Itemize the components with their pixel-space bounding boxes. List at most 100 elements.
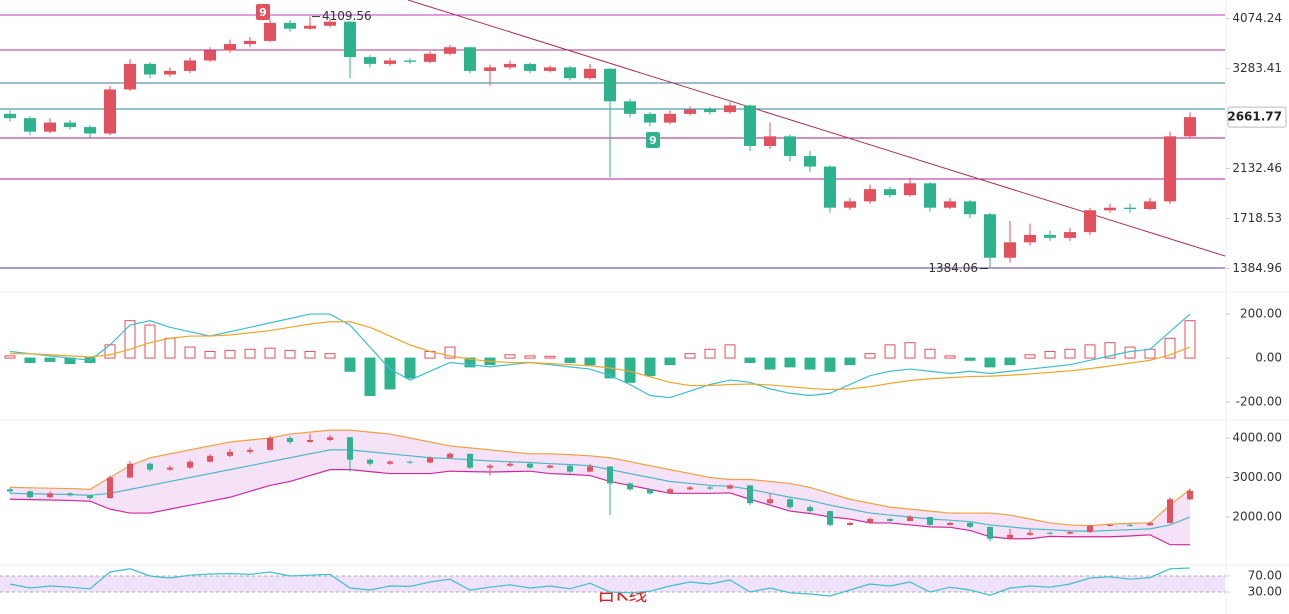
macd-bar [1164,337,1176,359]
candle-body [1064,232,1076,238]
candle-body [67,493,73,496]
candle-body [407,461,413,463]
marker: 9 [259,6,267,19]
candle-body [607,466,613,484]
candle-body [1044,234,1056,238]
macd-bar [944,355,956,359]
candle-body [644,113,656,123]
macd-bar [724,344,736,359]
dea-line [10,321,1191,391]
macd-bar [1004,357,1016,366]
candle-body [104,89,116,134]
macd-bar [904,342,916,359]
candle-body [844,201,856,208]
candle-body [507,463,513,466]
y-tick-label: 0.00 [1255,351,1282,365]
candle-body [667,489,673,494]
macd-bar [244,348,256,359]
macd-bar [824,357,836,372]
macd-bar [444,346,456,359]
candle-body [927,517,933,525]
candle-body [4,113,16,119]
candle-body [764,136,776,146]
boll-middle [9,449,1191,532]
macd-bar [524,355,536,359]
macd-bar [804,357,816,370]
macd-bar [684,353,696,359]
macd-bar [924,348,936,359]
candle-body [1007,534,1013,539]
y-tick-label: 4000.00 [1232,431,1282,445]
candle-body [447,453,453,458]
candle-body [64,122,76,128]
rsi-line [9,567,1191,597]
y-tick-label: 3000.00 [1232,470,1282,484]
macd-bar [184,346,196,359]
candle-body [824,166,836,208]
candle-body [767,499,773,504]
candle-body [1067,532,1073,534]
candle-body [1027,532,1033,535]
candle-body [944,201,956,208]
candle-body [584,68,596,79]
macd-bar [404,357,416,379]
candle-body [87,495,93,499]
candle-body [827,511,833,525]
candle-body [1107,524,1113,526]
candle-body [387,461,393,464]
candle-body [384,60,396,64]
candle-body [1187,490,1193,500]
candle-body [587,466,593,472]
candle-body [687,487,693,490]
macd-bar [504,354,516,359]
macd-bar [1144,348,1156,359]
candle-body [684,109,696,114]
macd-bar [4,355,16,359]
candle-body [847,522,853,525]
candle-body [187,461,193,468]
candle-body [404,60,416,62]
candle-body [124,63,136,90]
macd-bar [744,357,756,363]
macd-bar [384,357,396,390]
macd-bar [964,357,976,361]
y-tick-label: 2000.00 [1232,510,1282,524]
macd-bar [264,347,276,359]
y-tick-label: 1718.53 [1232,211,1282,225]
macd-bar [124,320,136,359]
macd-bar [584,357,596,366]
boll-upper [9,429,1191,527]
candle-body [727,485,733,489]
candle-body [1127,524,1133,526]
candle-body [207,455,213,462]
candle-body [867,518,873,523]
candle-body [967,522,973,527]
candle-body [24,118,36,132]
candle-body [364,57,376,64]
candle-body [1084,210,1096,233]
candle-body [907,517,913,521]
candle-body [244,40,256,45]
candle-body [227,451,233,456]
macd-bar [224,349,236,359]
macd-bar [1084,344,1096,359]
candle-body [604,68,616,102]
candle-body [107,477,113,499]
macd-bar [1184,320,1196,359]
candle-body [27,491,33,498]
candle-body [1144,201,1156,209]
candle-body [664,113,676,123]
candle-body [424,53,436,62]
macd-bar [884,344,896,359]
candle-body [204,50,216,61]
candle-body [1147,522,1153,526]
macd-bar [1064,348,1076,359]
y-tick-label: 1384.96 [1232,261,1282,275]
candle-body [487,465,493,468]
macd-bar [1044,350,1056,359]
candle-body [947,522,953,525]
candle-body [1124,207,1136,209]
candle-body [744,105,756,146]
macd-bar [544,355,556,359]
candle-body [327,437,333,440]
